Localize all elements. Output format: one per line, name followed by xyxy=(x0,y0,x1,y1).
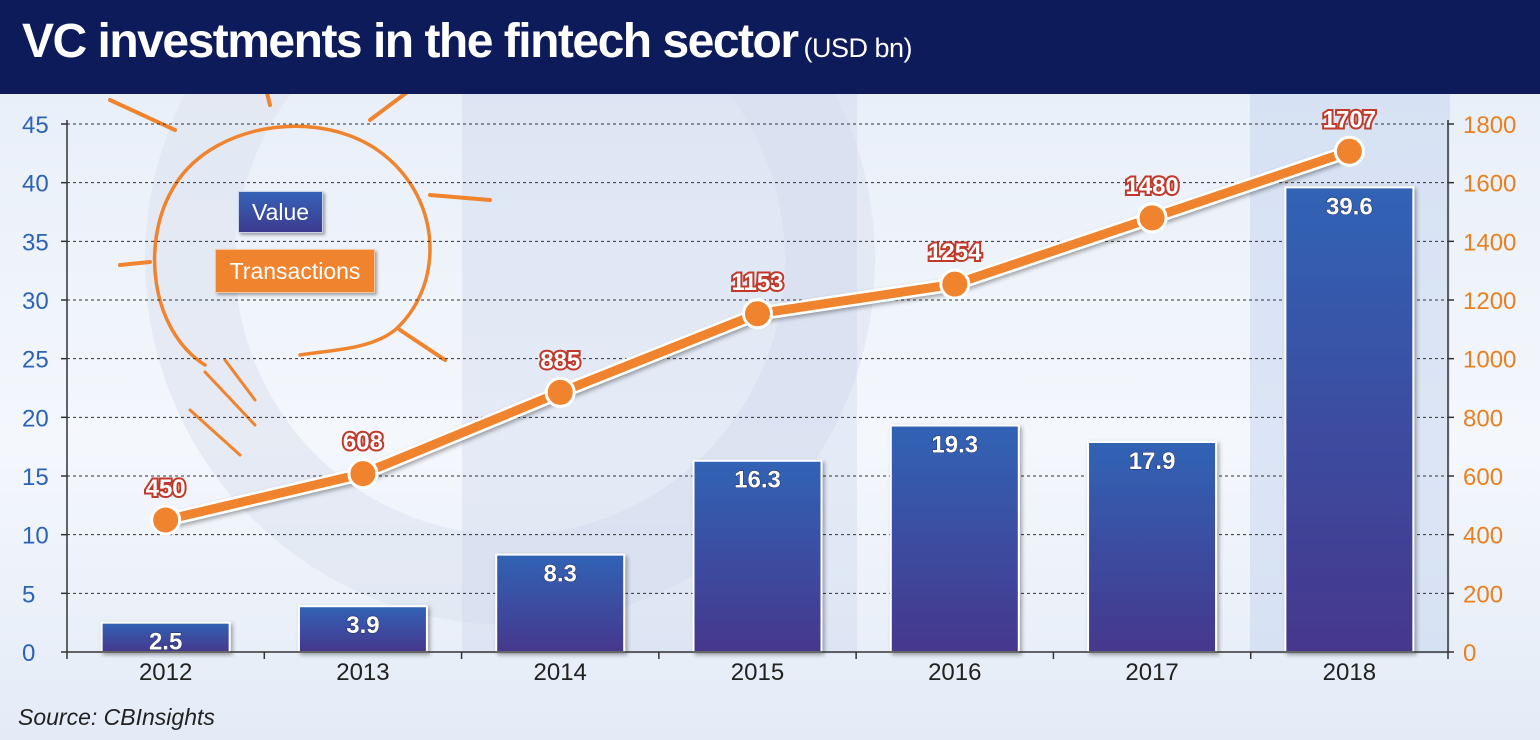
x-axis-tick-label: 2017 xyxy=(1125,659,1178,686)
left-axis-tick-label: 15 xyxy=(22,464,49,491)
left-axis-tick-label: 45 xyxy=(22,112,49,139)
transactions-point xyxy=(1333,135,1365,167)
x-axis-tick-label: 2013 xyxy=(336,659,389,686)
transactions-point-label: 450 xyxy=(146,475,186,502)
value-bar xyxy=(1284,186,1415,654)
transactions-point xyxy=(1136,202,1168,234)
right-axis-tick-label: 1000 xyxy=(1463,347,1516,374)
right-axis-tick-label: 1800 xyxy=(1463,112,1516,139)
header-bar: VC investments in the fintech sector (USD… xyxy=(0,0,1540,94)
left-axis-tick-label: 35 xyxy=(22,229,49,256)
transactions-point xyxy=(742,298,773,330)
right-axis-tick-label: 400 xyxy=(1463,523,1503,550)
lightbulb-base-icon xyxy=(188,358,257,457)
chart-title: VC investments in the fintech sector (USD… xyxy=(22,14,913,69)
transactions-point xyxy=(544,376,576,408)
value-bar-label: 16.3 xyxy=(734,467,781,494)
transactions-point-label: 1153 xyxy=(731,269,783,296)
right-axis-tick-label: 600 xyxy=(1463,464,1503,491)
lightbulb-ray-icon xyxy=(118,260,152,267)
chart-title-unit: (USD bn) xyxy=(803,33,913,63)
left-axis-tick-label: 10 xyxy=(22,523,49,550)
legend-value-label: Value xyxy=(251,198,310,225)
x-axis-tick-label: 2016 xyxy=(928,659,981,686)
value-bar-label: 19.3 xyxy=(931,432,978,459)
lightbulb-sketch-icon xyxy=(152,124,432,367)
legend-transactions: Transactions xyxy=(215,249,375,293)
right-axis-tick-label: 1600 xyxy=(1463,171,1516,198)
transactions-point-label: 1480 xyxy=(1125,173,1178,200)
legend-value: Value xyxy=(238,191,323,233)
value-bar-label: 3.9 xyxy=(346,612,379,639)
legend-transactions-label: Transactions xyxy=(229,257,361,284)
left-axis-tick-label: 0 xyxy=(22,640,35,667)
transactions-point-label: 1254 xyxy=(928,239,982,266)
chart-title-text: VC investments in the fintech sector xyxy=(22,15,799,68)
x-axis-tick-label: 2018 xyxy=(1323,659,1376,686)
source-note: Source: CBInsights xyxy=(18,704,215,730)
x-axis-tick-label: 2014 xyxy=(534,659,587,686)
right-axis-tick-label: 1200 xyxy=(1463,288,1516,315)
value-bar xyxy=(889,424,1020,653)
value-bar xyxy=(100,621,231,654)
left-axis-tick-label: 20 xyxy=(22,405,49,432)
right-axis-tick-label: 800 xyxy=(1463,405,1503,432)
transactions-point xyxy=(150,504,182,536)
value-bar xyxy=(495,553,626,654)
left-axis-tick-label: 40 xyxy=(22,171,49,198)
left-axis-tick-label: 25 xyxy=(22,347,49,374)
axes-group: 0510152025303540450200400600800100012001… xyxy=(22,112,1516,686)
value-bar-label: 8.3 xyxy=(544,561,577,588)
left-axis-tick-label: 5 xyxy=(22,581,35,608)
lightbulb-ray-icon xyxy=(428,193,492,202)
value-bar xyxy=(1087,440,1218,653)
value-bar-label: 39.6 xyxy=(1326,193,1373,220)
x-axis-tick-label: 2015 xyxy=(731,659,784,686)
left-axis-tick-label: 30 xyxy=(22,288,49,315)
lightbulb-ray-icon xyxy=(108,98,177,132)
x-axis-tick-label: 2012 xyxy=(139,659,192,686)
lightbulb-ray-icon xyxy=(398,328,447,362)
value-bar xyxy=(297,605,428,653)
lightbulb-ray-icon xyxy=(368,88,412,122)
transactions-line-group: 450 608 885 1153 1254 1480 1707 xyxy=(144,104,1378,536)
value-bar xyxy=(692,459,823,653)
transactions-point-label: 885 xyxy=(540,347,580,374)
bars-group: 2.53.98.316.319.317.939.6 xyxy=(100,186,1415,656)
transactions-point xyxy=(939,268,971,300)
right-axis-tick-label: 1400 xyxy=(1463,229,1516,256)
right-axis-tick-label: 200 xyxy=(1463,581,1503,608)
value-bar-label: 17.9 xyxy=(1129,448,1176,475)
right-axis-tick-label: 0 xyxy=(1463,640,1476,667)
transactions-point-label: 608 xyxy=(343,429,383,456)
transactions-point-label: 1707 xyxy=(1323,106,1376,133)
transactions-point xyxy=(347,458,379,490)
